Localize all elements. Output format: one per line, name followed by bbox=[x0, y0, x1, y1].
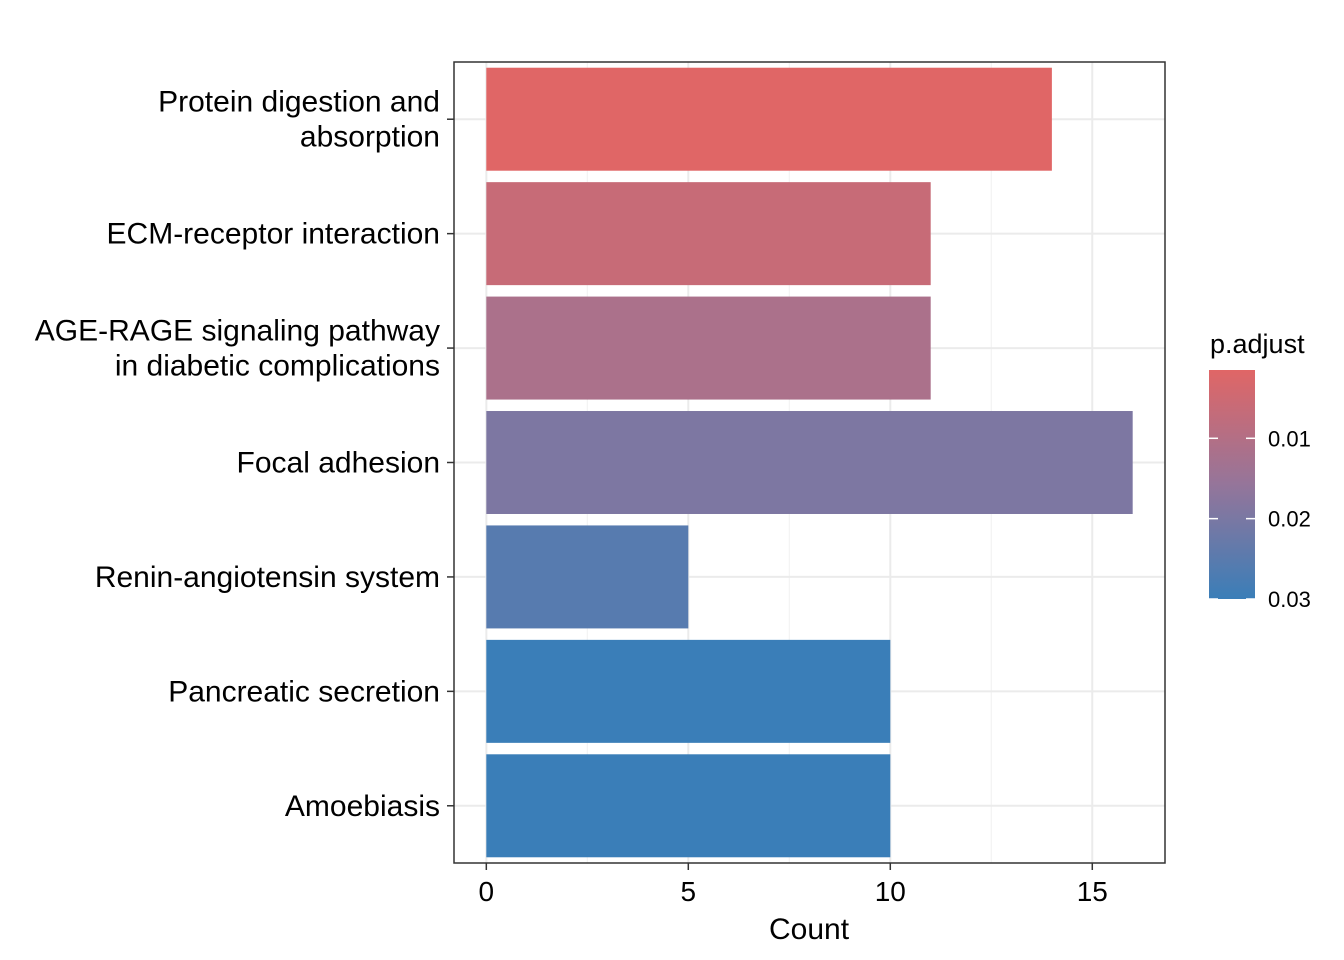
bar bbox=[486, 639, 891, 743]
category-label: in diabetic complications bbox=[115, 350, 440, 383]
legend: p.adjust 0.01 0.02 0.03 bbox=[1209, 329, 1311, 612]
bar bbox=[486, 525, 689, 629]
bars bbox=[486, 67, 1133, 858]
category-label: AGE-RAGE signaling pathway bbox=[35, 315, 440, 348]
category-label: Renin-angiotensin system bbox=[95, 561, 440, 594]
bar bbox=[486, 296, 931, 400]
x-tick-label: 5 bbox=[681, 876, 697, 907]
category-label: ECM-receptor interaction bbox=[107, 218, 440, 251]
category-label: Protein digestion and bbox=[158, 86, 440, 119]
legend-tick-label: 0.01 bbox=[1268, 426, 1311, 451]
legend-ticks: 0.01 0.02 0.03 bbox=[1209, 426, 1311, 612]
bar bbox=[486, 411, 1133, 514]
category-label: absorption bbox=[300, 121, 440, 154]
legend-title: p.adjust bbox=[1210, 329, 1305, 359]
category-label: Amoebiasis bbox=[285, 790, 440, 823]
legend-tick-label: 0.03 bbox=[1268, 587, 1311, 612]
x-tick-label: 10 bbox=[875, 876, 906, 907]
category-label: Focal adhesion bbox=[237, 447, 440, 480]
x-axis-title: Count bbox=[769, 913, 850, 946]
legend-colorbar bbox=[1209, 370, 1255, 599]
x-tick-label: 15 bbox=[1077, 876, 1108, 907]
bar bbox=[486, 754, 891, 858]
bar bbox=[486, 182, 931, 286]
x-tick-label: 0 bbox=[479, 876, 495, 907]
legend-tick-label: 0.02 bbox=[1268, 507, 1311, 532]
bar bbox=[486, 67, 1052, 171]
x-axis: 0 5 10 15 bbox=[479, 863, 1108, 907]
category-label: Pancreatic secretion bbox=[168, 675, 440, 708]
